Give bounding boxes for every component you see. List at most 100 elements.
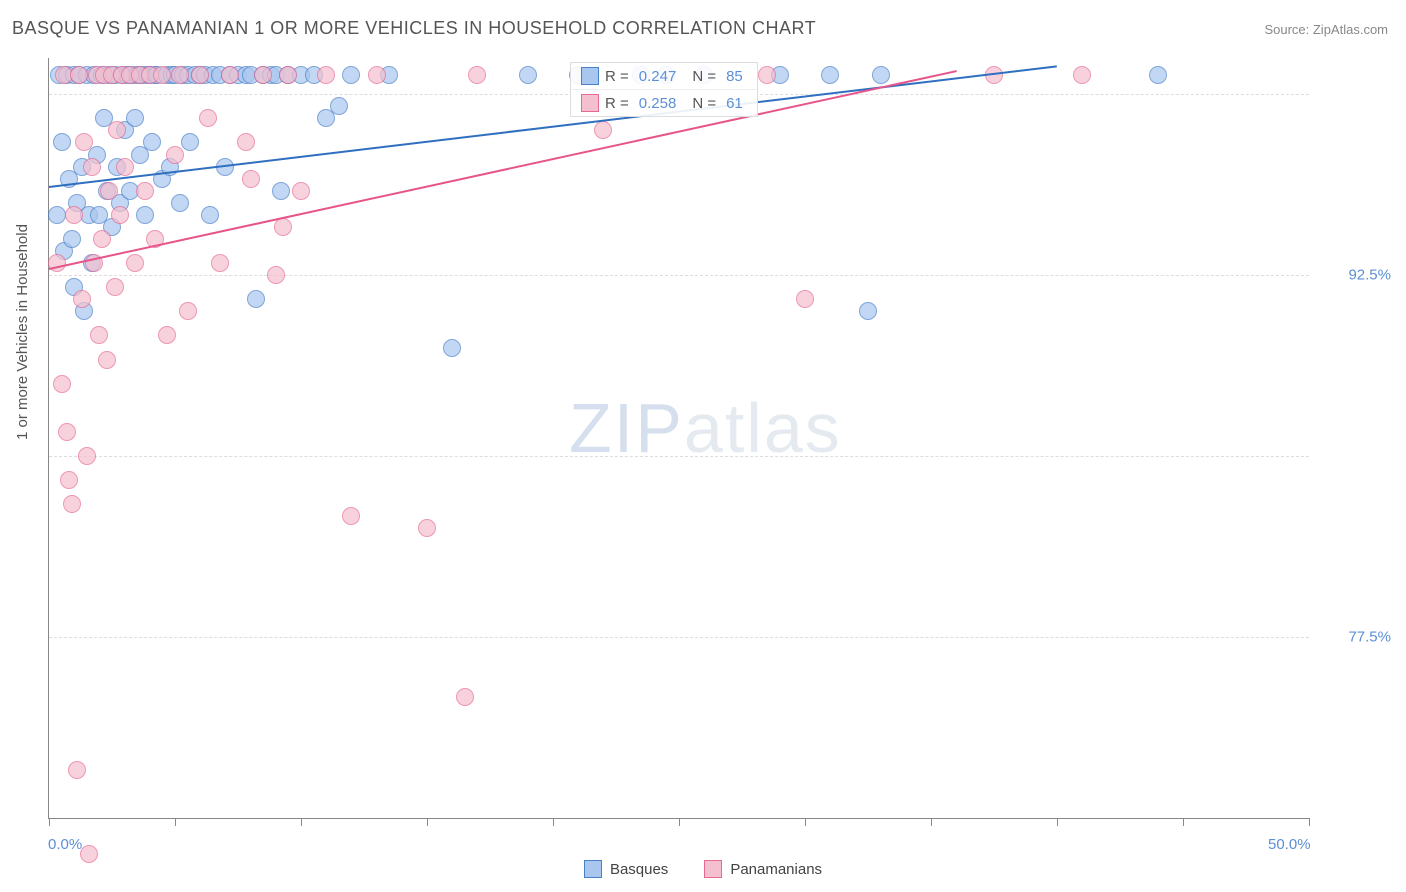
scatter-point (199, 109, 217, 127)
legend-swatch (704, 860, 722, 878)
scatter-point (73, 290, 91, 308)
scatter-point (68, 761, 86, 779)
plot-area: ZIPatlas 77.5%92.5% (48, 58, 1309, 819)
x-tick (1057, 818, 1058, 826)
scatter-point (872, 66, 890, 84)
scatter-point (70, 66, 88, 84)
gridline (49, 637, 1309, 638)
x-tick (427, 818, 428, 826)
chart-title: BASQUE VS PANAMANIAN 1 OR MORE VEHICLES … (12, 18, 816, 39)
scatter-point (98, 351, 116, 369)
scatter-point (166, 146, 184, 164)
scatter-point (93, 230, 111, 248)
scatter-point (158, 326, 176, 344)
scatter-point (330, 97, 348, 115)
gridline (49, 456, 1309, 457)
scatter-point (126, 109, 144, 127)
footer-legend-label: Panamanians (730, 861, 822, 878)
n-value: 61 (722, 95, 747, 112)
scatter-point (456, 688, 474, 706)
scatter-point (48, 206, 66, 224)
legend-swatch (584, 860, 602, 878)
scatter-point (111, 206, 129, 224)
scatter-point (181, 133, 199, 151)
scatter-point (108, 121, 126, 139)
scatter-point (468, 66, 486, 84)
n-label: N = (692, 68, 716, 85)
x-tick-label: 0.0% (48, 836, 82, 853)
scatter-point (211, 254, 229, 272)
r-label: R = (605, 95, 629, 112)
x-tick (553, 818, 554, 826)
scatter-point (1073, 66, 1091, 84)
legend-stats-box: R =0.247N =85R =0.258N =61 (570, 62, 758, 117)
scatter-point (859, 302, 877, 320)
scatter-point (292, 182, 310, 200)
scatter-point (116, 158, 134, 176)
scatter-point (796, 290, 814, 308)
footer-legend-label: Basques (610, 861, 668, 878)
scatter-point (75, 133, 93, 151)
scatter-point (279, 66, 297, 84)
x-tick (931, 818, 932, 826)
scatter-point (242, 170, 260, 188)
y-tick-label: 92.5% (1321, 267, 1391, 284)
n-label: N = (692, 95, 716, 112)
scatter-point (171, 66, 189, 84)
scatter-point (65, 206, 83, 224)
scatter-point (191, 66, 209, 84)
scatter-point (53, 375, 71, 393)
x-tick (49, 818, 50, 826)
scatter-point (342, 66, 360, 84)
source-label: Source: ZipAtlas.com (1264, 22, 1388, 37)
scatter-point (758, 66, 776, 84)
scatter-point (201, 206, 219, 224)
r-value: 0.247 (635, 68, 681, 85)
y-tick-label: 77.5% (1321, 629, 1391, 646)
scatter-point (254, 66, 272, 84)
footer-legend-item: Basques (584, 860, 668, 878)
scatter-point (90, 326, 108, 344)
scatter-point (272, 182, 290, 200)
scatter-point (267, 266, 285, 284)
scatter-point (179, 302, 197, 320)
x-tick (805, 818, 806, 826)
scatter-point (317, 66, 335, 84)
scatter-point (58, 423, 76, 441)
scatter-point (63, 495, 81, 513)
scatter-point (237, 133, 255, 151)
scatter-point (136, 182, 154, 200)
scatter-point (443, 339, 461, 357)
scatter-point (53, 133, 71, 151)
y-axis-label: 1 or more Vehicles in Household (14, 224, 31, 440)
scatter-point (1149, 66, 1167, 84)
r-label: R = (605, 68, 629, 85)
scatter-point (594, 121, 612, 139)
footer-legend-item: Panamanians (704, 860, 822, 878)
scatter-point (106, 278, 124, 296)
footer-legend: Basques Panamanians (0, 860, 1406, 882)
x-tick (679, 818, 680, 826)
scatter-point (63, 230, 81, 248)
legend-stats-row: R = 0.258 N = 61 (571, 90, 757, 116)
legend-swatch (581, 94, 599, 112)
scatter-point (136, 206, 154, 224)
scatter-point (368, 66, 386, 84)
x-tick (1309, 818, 1310, 826)
x-tick (175, 818, 176, 826)
scatter-point (221, 66, 239, 84)
r-value: 0.258 (635, 95, 681, 112)
scatter-point (274, 218, 292, 236)
scatter-point (153, 66, 171, 84)
x-tick-label: 50.0% (1268, 836, 1311, 853)
legend-stats-row: R =0.247N =85 (571, 63, 757, 90)
gridline (49, 275, 1309, 276)
scatter-point (78, 447, 96, 465)
x-tick (1183, 818, 1184, 826)
legend-swatch (581, 67, 599, 85)
scatter-point (126, 254, 144, 272)
scatter-point (143, 133, 161, 151)
scatter-point (60, 471, 78, 489)
scatter-point (100, 182, 118, 200)
scatter-point (247, 290, 265, 308)
